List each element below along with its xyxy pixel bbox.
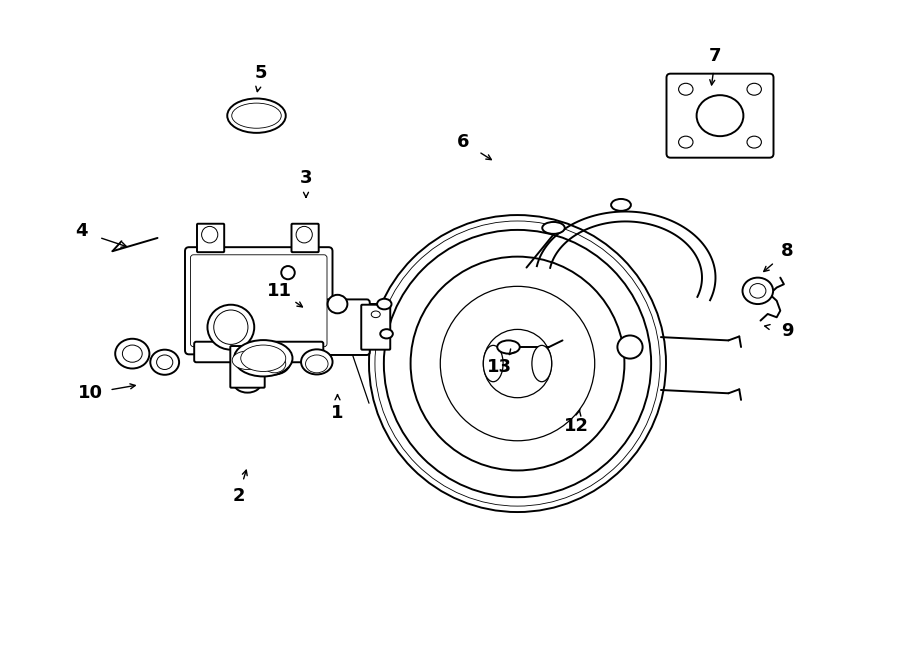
- Text: 3: 3: [300, 169, 312, 188]
- Text: 8: 8: [781, 242, 794, 260]
- FancyBboxPatch shape: [230, 346, 265, 388]
- Ellipse shape: [497, 340, 520, 354]
- Ellipse shape: [122, 345, 142, 362]
- Ellipse shape: [234, 340, 292, 377]
- Ellipse shape: [281, 266, 295, 280]
- Text: 10: 10: [77, 384, 103, 403]
- Ellipse shape: [742, 278, 773, 304]
- Text: 1: 1: [331, 404, 344, 422]
- Text: 12: 12: [563, 417, 589, 436]
- FancyBboxPatch shape: [194, 342, 323, 362]
- FancyBboxPatch shape: [667, 73, 773, 158]
- Text: 6: 6: [457, 133, 470, 151]
- FancyBboxPatch shape: [197, 223, 224, 253]
- Ellipse shape: [697, 95, 743, 136]
- Ellipse shape: [747, 83, 761, 95]
- Ellipse shape: [377, 299, 392, 309]
- Text: 7: 7: [709, 47, 722, 65]
- Ellipse shape: [232, 351, 263, 369]
- Ellipse shape: [617, 336, 643, 358]
- FancyBboxPatch shape: [224, 299, 370, 355]
- FancyBboxPatch shape: [191, 254, 327, 347]
- Text: 2: 2: [232, 486, 245, 505]
- Ellipse shape: [611, 199, 631, 211]
- Ellipse shape: [232, 103, 281, 128]
- FancyBboxPatch shape: [292, 223, 319, 253]
- Text: 9: 9: [781, 321, 794, 340]
- Ellipse shape: [157, 355, 173, 369]
- Ellipse shape: [214, 310, 248, 344]
- Ellipse shape: [747, 136, 761, 148]
- Ellipse shape: [115, 339, 149, 369]
- Ellipse shape: [234, 374, 261, 393]
- Ellipse shape: [679, 83, 693, 95]
- Ellipse shape: [202, 226, 218, 243]
- Ellipse shape: [150, 350, 179, 375]
- Ellipse shape: [207, 305, 254, 350]
- Text: 4: 4: [75, 222, 87, 241]
- Ellipse shape: [328, 295, 347, 313]
- Ellipse shape: [301, 349, 333, 374]
- Ellipse shape: [259, 349, 290, 374]
- Ellipse shape: [750, 284, 766, 298]
- Text: 13: 13: [487, 358, 512, 376]
- Ellipse shape: [227, 98, 286, 133]
- Text: 5: 5: [255, 63, 267, 82]
- Ellipse shape: [542, 222, 565, 234]
- Ellipse shape: [532, 345, 552, 382]
- Ellipse shape: [679, 136, 693, 148]
- Ellipse shape: [306, 355, 328, 373]
- Ellipse shape: [296, 226, 312, 243]
- Ellipse shape: [241, 345, 286, 371]
- FancyBboxPatch shape: [361, 305, 391, 350]
- Text: 11: 11: [266, 282, 292, 300]
- Circle shape: [369, 215, 666, 512]
- FancyBboxPatch shape: [185, 247, 332, 354]
- Ellipse shape: [263, 355, 286, 373]
- Ellipse shape: [380, 329, 393, 338]
- Ellipse shape: [483, 345, 503, 382]
- Ellipse shape: [371, 311, 381, 318]
